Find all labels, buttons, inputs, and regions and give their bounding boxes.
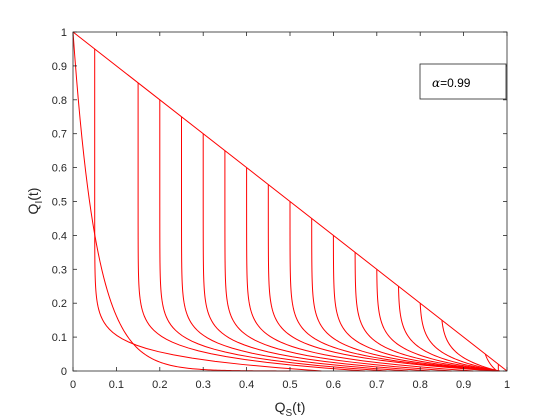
legend-entry: α=0.99 xyxy=(432,76,471,90)
legend-alpha-symbol: α xyxy=(432,76,440,90)
x-tick-label: 0.3 xyxy=(196,379,211,391)
trajectory-9 xyxy=(289,201,497,372)
x-tick-label: 0.5 xyxy=(282,379,297,391)
x-tick-label: 0.4 xyxy=(239,379,254,391)
y-tick-label: 0.9 xyxy=(52,61,67,73)
trajectory-6 xyxy=(224,150,452,372)
y-tick-label: 0.6 xyxy=(52,163,67,175)
y-tick-label: 0.4 xyxy=(52,230,67,242)
trajectory-4 xyxy=(181,116,409,372)
trajectory-7 xyxy=(246,167,474,372)
trajectory-1 xyxy=(94,48,322,372)
x-tick-label: 0.9 xyxy=(456,379,471,391)
y-tick-label: 0.2 xyxy=(52,298,67,310)
x-tick-label: 0.6 xyxy=(326,379,341,391)
trajectory-15 xyxy=(419,303,500,372)
y-tick-label: 0.3 xyxy=(52,264,67,276)
trajectory-3 xyxy=(159,99,387,372)
trajectory-5 xyxy=(202,133,430,372)
legend: α=0.99 xyxy=(419,63,507,100)
x-tick-label: 0.8 xyxy=(413,379,428,391)
x-axis-label: QS(t) xyxy=(275,399,306,419)
trajectory-14 xyxy=(398,286,501,372)
trajectory-2 xyxy=(137,82,365,372)
trajectory-10 xyxy=(311,218,498,372)
x-tick-label: 0.2 xyxy=(152,379,167,391)
x-tick-label: 1 xyxy=(504,379,510,391)
trajectory-8 xyxy=(267,184,496,372)
trajectory-11 xyxy=(332,235,499,372)
x-axis-ticks: 0 0.1 0.2 0.3 0.4 0.5 0.6 0.7 0.8 0.9 1 xyxy=(70,32,510,391)
x-tick-label: 0 xyxy=(70,379,76,391)
y-tick-label: 0.8 xyxy=(52,95,67,107)
trajectory-17 xyxy=(484,353,498,372)
y-axis-ticks: 0 0.1 0.2 0.3 0.4 0.5 0.6 0.7 0.8 0.9 1 xyxy=(52,27,507,378)
legend-box xyxy=(419,63,507,100)
trajectory-13 xyxy=(376,269,500,372)
trajectory-12 xyxy=(354,252,500,372)
y-tick-label: 1 xyxy=(61,27,67,39)
y-tick-label: 0.7 xyxy=(52,129,67,141)
y-tick-label: 0 xyxy=(61,366,67,378)
y-tick-label: 0.1 xyxy=(52,332,67,344)
x-tick-label: 0.7 xyxy=(369,379,384,391)
x-tick-label: 0.1 xyxy=(109,379,124,391)
trajectory-16 xyxy=(441,320,499,372)
y-axis-label: QI(t) xyxy=(25,188,45,215)
legend-value: =0.99 xyxy=(440,76,471,90)
trajectory-lines xyxy=(72,31,508,372)
y-tick-label: 0.5 xyxy=(52,197,67,209)
